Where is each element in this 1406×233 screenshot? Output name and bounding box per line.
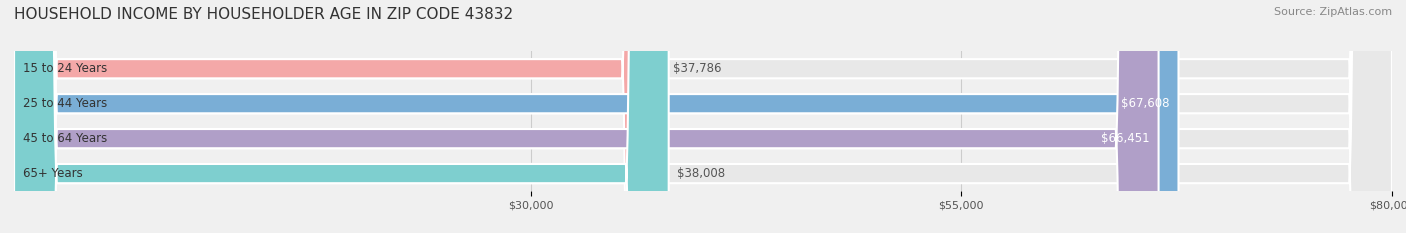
FancyBboxPatch shape bbox=[14, 0, 669, 233]
Text: Source: ZipAtlas.com: Source: ZipAtlas.com bbox=[1274, 7, 1392, 17]
Text: $67,608: $67,608 bbox=[1122, 97, 1170, 110]
FancyBboxPatch shape bbox=[14, 0, 1392, 233]
FancyBboxPatch shape bbox=[14, 0, 1178, 233]
Text: $37,786: $37,786 bbox=[673, 62, 721, 75]
FancyBboxPatch shape bbox=[14, 0, 665, 233]
FancyBboxPatch shape bbox=[14, 0, 1392, 233]
FancyBboxPatch shape bbox=[14, 0, 1159, 233]
Text: 15 to 24 Years: 15 to 24 Years bbox=[22, 62, 107, 75]
Text: 65+ Years: 65+ Years bbox=[22, 167, 83, 180]
Text: HOUSEHOLD INCOME BY HOUSEHOLDER AGE IN ZIP CODE 43832: HOUSEHOLD INCOME BY HOUSEHOLDER AGE IN Z… bbox=[14, 7, 513, 22]
FancyBboxPatch shape bbox=[14, 0, 1392, 233]
Text: 25 to 44 Years: 25 to 44 Years bbox=[22, 97, 107, 110]
FancyBboxPatch shape bbox=[14, 0, 1392, 233]
Text: 45 to 64 Years: 45 to 64 Years bbox=[22, 132, 107, 145]
Text: $66,451: $66,451 bbox=[1101, 132, 1150, 145]
Text: $38,008: $38,008 bbox=[678, 167, 725, 180]
